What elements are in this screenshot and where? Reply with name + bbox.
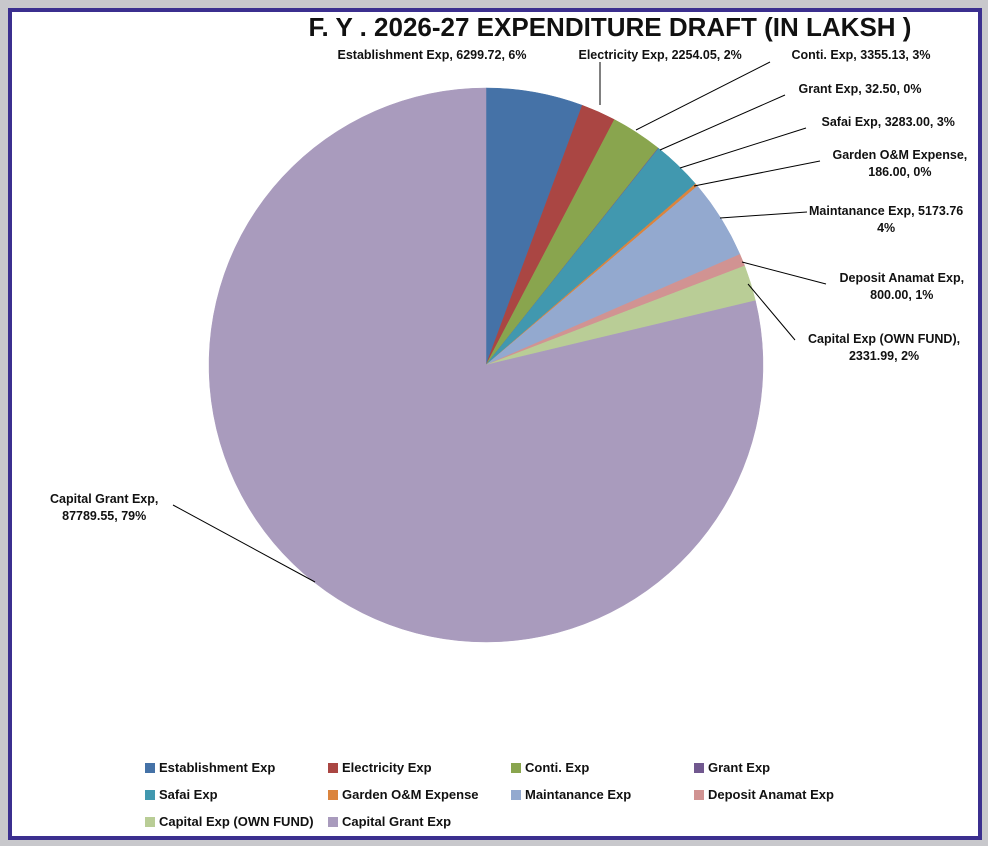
legend-swatch [511, 762, 521, 773]
data-label: Capital Grant Exp, 87789.55, 79% [50, 491, 158, 525]
data-label: Deposit Anamat Exp, 800.00, 1% [840, 270, 965, 304]
legend-item: Conti. Exp [511, 760, 694, 775]
data-label-line: Electricity Exp, 2254.05, 2% [578, 48, 742, 62]
data-label-line: Safai Exp, 3283.00, 3% [821, 115, 955, 129]
legend-swatch [145, 789, 155, 800]
legend-swatch [145, 762, 155, 773]
legend-item: Establishment Exp [145, 760, 328, 775]
data-label-line: 87789.55, 79% [62, 509, 147, 523]
data-label-line: Establishment Exp, 6299.72, 6% [337, 48, 527, 62]
legend-swatch [328, 762, 338, 773]
legend-label: Maintanance Exp [525, 787, 632, 802]
data-label-line: 186.00, 0% [868, 165, 932, 179]
leader-line [719, 211, 808, 219]
data-label: Maintanance Exp, 5173.76 4% [809, 203, 963, 237]
data-label: Garden O&M Expense, 186.00, 0% [833, 147, 968, 181]
legend-swatch [511, 789, 521, 800]
data-label-line: Maintanance Exp, 5173.76 [809, 204, 964, 218]
leader-line [659, 94, 786, 151]
data-label-line: Deposit Anamat Exp, [839, 271, 965, 285]
data-label: Capital Exp (OWN FUND), 2331.99, 2% [808, 331, 960, 365]
leader-line [693, 160, 821, 187]
legend-item: Deposit Anamat Exp [694, 787, 875, 802]
legend-item: Capital Grant Exp [328, 814, 511, 829]
data-label: Grant Exp, 32.50, 0% [799, 81, 922, 98]
data-label: Conti. Exp, 3355.13, 3% [792, 47, 931, 64]
legend-swatch [328, 816, 338, 827]
legend-label: Grant Exp [708, 760, 771, 775]
leader-line [635, 61, 771, 131]
legend-item: Capital Exp (OWN FUND) [145, 814, 328, 829]
legend-item: Garden O&M Expense [328, 787, 511, 802]
legend-item: Electricity Exp [328, 760, 511, 775]
leader-line [747, 283, 796, 341]
legend-label: Conti. Exp [525, 760, 590, 775]
legend-swatch [694, 762, 704, 773]
legend-label: Garden O&M Expense [342, 787, 479, 802]
legend-item: Safai Exp [145, 787, 328, 802]
leader-line [679, 127, 807, 169]
chart-legend: Establishment Exp Electricity Exp Conti. E… [145, 760, 875, 829]
data-label: Electricity Exp, 2254.05, 2% [579, 47, 742, 64]
legend-swatch [145, 816, 155, 827]
legend-label: Capital Exp (OWN FUND) [159, 814, 314, 829]
leader-line [172, 504, 316, 583]
legend-label: Establishment Exp [159, 760, 276, 775]
legend-label: Deposit Anamat Exp [708, 787, 834, 802]
legend-label: Electricity Exp [342, 760, 432, 775]
legend-label: Capital Grant Exp [342, 814, 452, 829]
data-label: Establishment Exp, 6299.72, 6% [338, 47, 527, 64]
data-label-line: Conti. Exp, 3355.13, 3% [791, 48, 931, 62]
pie-slice-capital-grant-exp [208, 87, 764, 643]
leader-line [741, 261, 827, 285]
data-label-line: 4% [877, 221, 896, 235]
legend-item: Grant Exp [694, 760, 875, 775]
data-label-line: Grant Exp, 32.50, 0% [798, 82, 922, 96]
data-label-line: Capital Grant Exp, [50, 492, 159, 506]
legend-swatch [694, 789, 704, 800]
data-label-line: 800.00, 1% [870, 288, 934, 302]
data-label-line: 2331.99, 2% [848, 349, 920, 363]
legend-item: Maintanance Exp [511, 787, 694, 802]
legend-label: Safai Exp [159, 787, 218, 802]
data-label: Safai Exp, 3283.00, 3% [822, 114, 955, 131]
data-label-line: Garden O&M Expense, [832, 148, 968, 162]
data-label-line: Capital Exp (OWN FUND), [808, 332, 961, 346]
chart-title: F. Y . 2026-27 EXPENDITURE DRAFT (IN LAK… [308, 12, 912, 42]
legend-swatch [328, 789, 338, 800]
